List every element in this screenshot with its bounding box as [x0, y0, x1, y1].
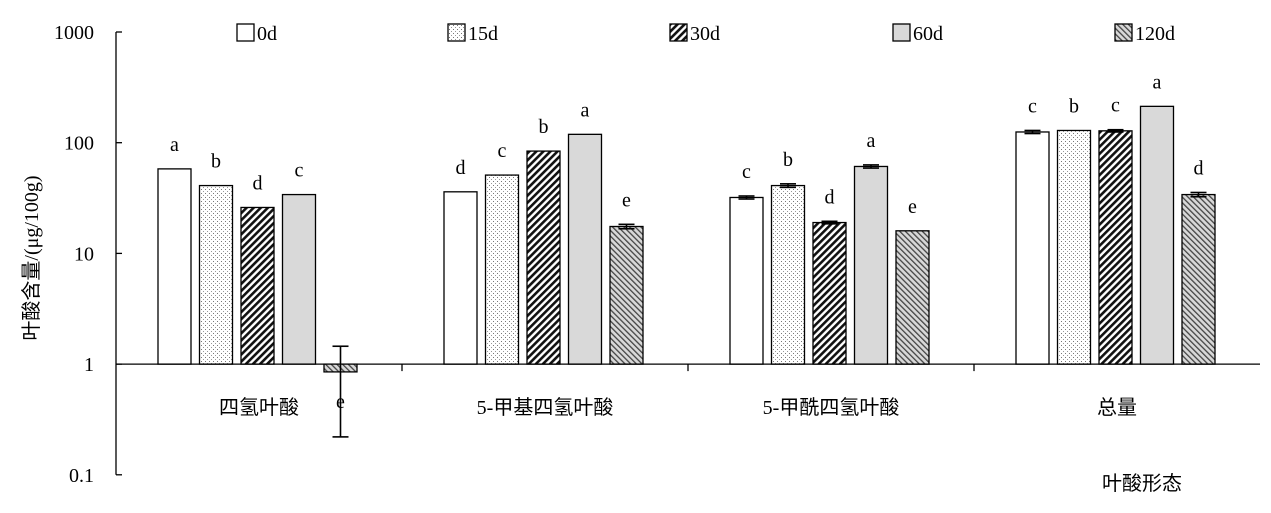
bar [853, 165, 889, 365]
significance-letter: b [783, 149, 793, 171]
significance-letter: e [908, 196, 917, 218]
category-label: 四氢叶酸 [219, 396, 299, 419]
significance-letter: a [1153, 71, 1162, 93]
bar [1181, 193, 1216, 365]
category-label: 5-甲酰四氢叶酸 [763, 396, 900, 419]
bar [198, 184, 234, 365]
legend-swatch [1114, 23, 1133, 42]
y-tick-label: 1000 [54, 22, 94, 44]
bar [443, 191, 478, 365]
significance-letter: d [456, 157, 466, 179]
y-axis-title: 叶酸含量/(μg/100g) [20, 175, 43, 340]
significance-letter: d [825, 186, 835, 208]
significance-letter: c [498, 140, 507, 162]
bar [1056, 129, 1092, 365]
bar [609, 225, 644, 365]
legend-label: 15d [468, 23, 498, 45]
y-axis: 1000 100 10 1 0.1 [54, 22, 122, 487]
bar [281, 193, 317, 365]
error-bars [332, 128, 1207, 438]
legend-label: 30d [690, 23, 720, 45]
y-tick-label: 100 [64, 133, 94, 155]
significance-letter: b [539, 116, 549, 138]
significance-letter: b [1069, 95, 1079, 117]
significance-letter: a [581, 99, 590, 121]
significance-letter: a [867, 130, 876, 152]
x-axis-title: 叶酸形态 [1102, 472, 1182, 495]
bar [1098, 130, 1133, 365]
legend-label: 0d [257, 23, 277, 45]
bar [526, 150, 561, 365]
x-axis [116, 363, 1260, 372]
bar [812, 221, 847, 365]
legend-swatch [447, 23, 466, 42]
significance-letter: c [1028, 95, 1037, 117]
significance-letter: e [622, 189, 631, 211]
legend: 0d 15d 30d 60d 120d [236, 23, 1175, 45]
y-tick-label: 10 [74, 243, 94, 265]
significance-letter: e [336, 391, 345, 413]
bar [1139, 105, 1175, 365]
bar [770, 184, 806, 365]
bar [729, 196, 764, 365]
significance-letter: b [211, 151, 221, 173]
significance-letters: a b d c e d c b a e c b d a e c b c a d [170, 71, 1203, 413]
significance-letter: c [1111, 95, 1120, 117]
significance-letter: c [742, 161, 751, 183]
significance-letter: c [295, 160, 304, 182]
legend-swatch [236, 23, 255, 42]
category-label: 总量 [1097, 396, 1137, 419]
legend-label: 60d [913, 23, 943, 45]
bar [484, 174, 520, 365]
legend-swatch [669, 23, 688, 42]
bar [157, 168, 192, 365]
significance-letter: d [253, 172, 263, 194]
bar [567, 133, 603, 365]
bar [1015, 131, 1050, 365]
bar [240, 206, 275, 365]
bars [157, 105, 1216, 373]
significance-letter: d [1194, 157, 1204, 179]
y-tick-label: 0.1 [69, 465, 94, 487]
legend-label: 120d [1135, 23, 1175, 45]
category-label: 5-甲基四氢叶酸 [477, 396, 614, 419]
bar [895, 230, 930, 365]
y-tick-label: 1 [84, 354, 94, 376]
significance-letter: a [170, 134, 179, 156]
category-labels: 四氢叶酸 5-甲基四氢叶酸 5-甲酰四氢叶酸 总量 [219, 396, 1137, 419]
legend-swatch [892, 23, 911, 42]
